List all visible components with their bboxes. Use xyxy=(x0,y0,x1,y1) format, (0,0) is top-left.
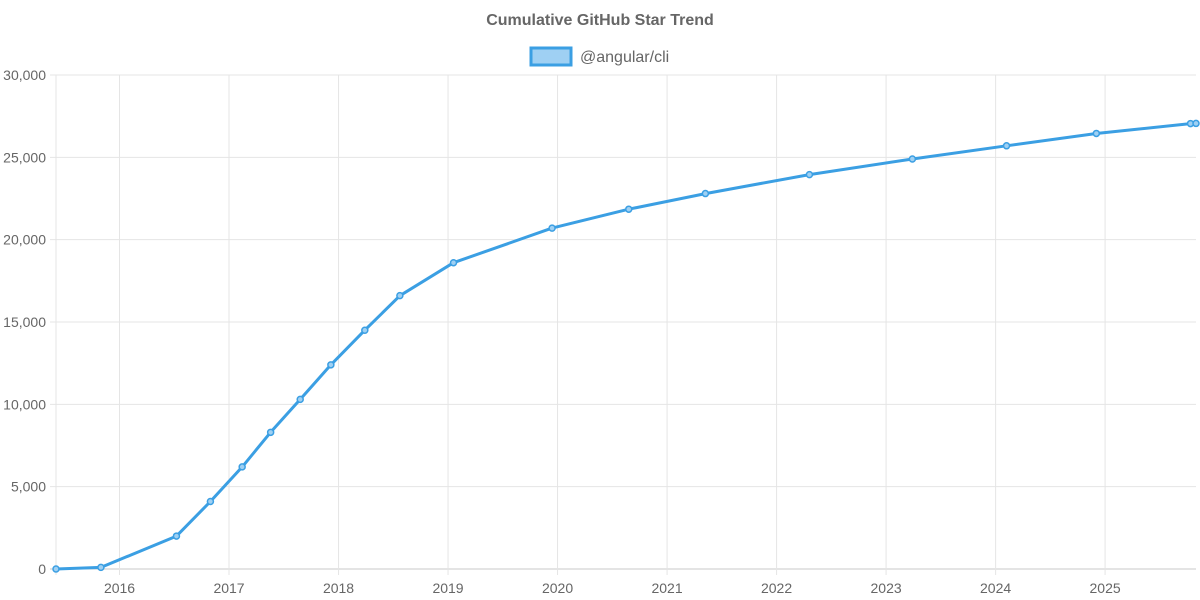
y-tick-label: 25,000 xyxy=(3,149,46,165)
y-tick-label: 10,000 xyxy=(3,396,46,412)
data-point[interactable] xyxy=(361,326,369,334)
x-tick-label: 2023 xyxy=(871,580,902,596)
data-point[interactable] xyxy=(97,563,105,572)
data-point[interactable] xyxy=(396,291,404,300)
data-point[interactable] xyxy=(238,463,246,471)
y-tick-label: 0 xyxy=(38,561,46,577)
data-point[interactable] xyxy=(1092,129,1101,138)
x-tick-label: 2017 xyxy=(213,580,244,596)
series-line xyxy=(54,121,1198,571)
y-tick-label: 30,000 xyxy=(3,67,46,83)
y-tick-label: 5,000 xyxy=(11,479,46,495)
y-tick-label: 20,000 xyxy=(3,232,46,248)
data-point[interactable] xyxy=(296,395,304,404)
data-point[interactable] xyxy=(266,428,275,437)
data-point[interactable] xyxy=(52,565,60,573)
axes: 0 5,000 10,000 15,000 20,000 25,000 30,000 2016… xyxy=(3,67,1121,596)
chart-title: Cumulative GitHub Star Trend xyxy=(486,12,714,29)
data-point[interactable] xyxy=(908,155,917,163)
data-point[interactable] xyxy=(206,497,215,506)
x-tick-label: 2025 xyxy=(1090,580,1121,596)
x-tick-label: 2021 xyxy=(651,580,682,596)
data-point[interactable] xyxy=(449,258,458,267)
data-point[interactable] xyxy=(1192,119,1200,128)
x-tick-label: 2020 xyxy=(542,580,573,596)
legend-swatch xyxy=(529,46,573,67)
data-point[interactable] xyxy=(172,532,181,540)
series-layer xyxy=(52,119,1200,573)
x-tick-label: 2024 xyxy=(980,580,1011,596)
data-point[interactable] xyxy=(327,361,335,369)
data-point[interactable] xyxy=(805,170,814,179)
x-tick-label: 2016 xyxy=(104,580,135,596)
x-tick-label: 2018 xyxy=(323,580,354,596)
legend[interactable]: @angular/cli xyxy=(529,46,669,67)
legend-label: @angular/cli xyxy=(580,49,669,66)
data-point[interactable] xyxy=(701,189,710,198)
y-tick-label: 15,000 xyxy=(3,314,46,330)
grid xyxy=(50,74,1196,575)
data-point[interactable] xyxy=(624,205,633,213)
x-tick-label: 2019 xyxy=(432,580,463,596)
data-point[interactable] xyxy=(1002,142,1011,150)
x-tick-label: 2022 xyxy=(761,580,792,596)
data-point[interactable] xyxy=(548,224,556,232)
